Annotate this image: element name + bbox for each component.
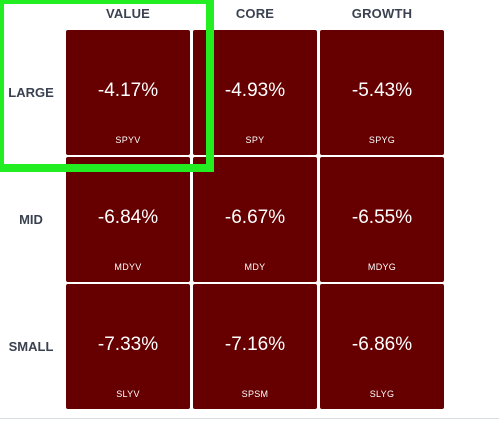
style-cell[interactable]: -5.43% SPYG [320,30,444,155]
column-header: CORE [235,6,275,21]
style-cell[interactable]: -6.67% MDY [193,157,317,282]
cell-return: -5.43% [351,80,413,101]
cell-return: -4.17% [97,80,159,101]
cell-ticker: SPYG [368,135,396,145]
row-label: LARGE [8,85,54,100]
cell-return: -4.93% [224,80,286,101]
style-cell[interactable]: -6.55% MDYG [320,157,444,282]
cell-return: -6.67% [224,207,286,228]
cell-ticker: SPYV [115,135,141,145]
cell-ticker: SPSM [241,389,269,399]
cell-return: -7.33% [97,334,159,355]
cell-return: -6.55% [351,207,413,228]
style-cell[interactable]: -7.33% SLYV [66,284,190,409]
cell-ticker: SPY [245,135,265,145]
cell-ticker: SLYG [369,389,395,399]
cell-return: -6.84% [97,207,159,228]
style-cell[interactable]: -4.17% SPYV [66,30,190,155]
column-header: GROWTH [351,6,413,21]
style-cell[interactable]: -6.84% MDYV [66,157,190,282]
column-header: VALUE [105,6,151,21]
cell-ticker: MDYG [367,262,397,272]
style-cell[interactable]: -7.16% SPSM [193,284,317,409]
style-cell[interactable]: -6.86% SLYG [320,284,444,409]
row-label: MID [19,212,43,227]
cell-ticker: MDY [244,262,266,272]
divider [0,418,499,419]
cell-return: -6.86% [351,334,413,355]
cell-return: -7.16% [224,334,286,355]
row-label: SMALL [8,339,54,354]
cell-ticker: SLYV [116,389,140,399]
style-cell[interactable]: -4.93% SPY [193,30,317,155]
cell-ticker: MDYV [114,262,142,272]
